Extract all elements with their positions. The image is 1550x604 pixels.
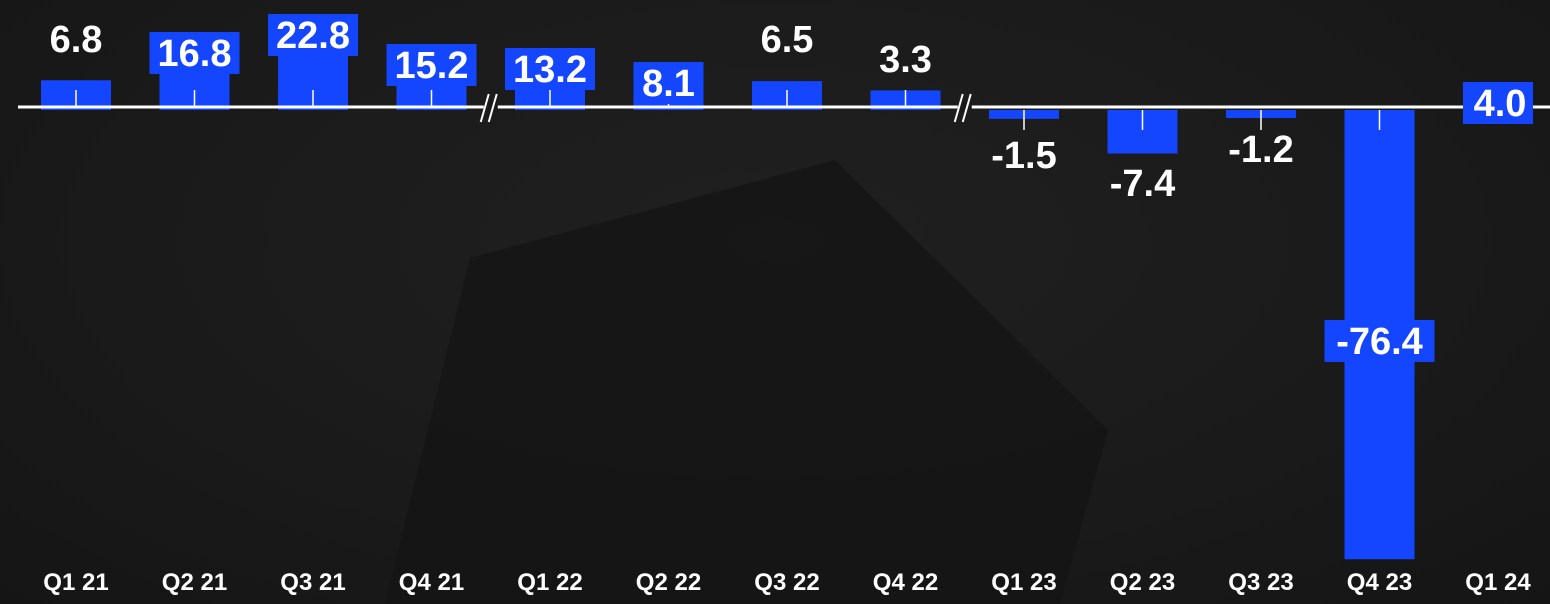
axis-breaks-layer — [479, 93, 972, 123]
value-label-q1-23: -1.5 — [991, 135, 1056, 177]
value-label-q4-22: 3.3 — [879, 39, 932, 81]
value-label-q2-21: 16.8 — [158, 33, 232, 75]
value-label-background — [1324, 320, 1435, 362]
category-label-q4-22: Q4 22 — [873, 569, 938, 596]
value-label-q1-21: 6.8 — [50, 19, 103, 61]
value-label-background — [633, 62, 704, 104]
value-label-q3-23: -1.2 — [1228, 129, 1293, 171]
value-label-background — [149, 32, 240, 74]
category-label-q4-23: Q4 23 — [1347, 569, 1412, 596]
background-pentagon-shape — [385, 160, 1108, 604]
value-label-q3-22: 6.5 — [761, 19, 814, 61]
category-labels-layer: Q1 21 Q2 21 Q3 21 Q4 21 Q1 22 Q2 22 Q3 22 Q4 22… — [43, 569, 1531, 596]
category-label-q3-23: Q3 23 — [1228, 569, 1293, 596]
category-label-q4-21: Q4 21 — [399, 569, 464, 596]
category-label-q1-23: Q1 23 — [991, 569, 1056, 596]
category-label-q2-21: Q2 21 — [162, 569, 227, 596]
value-label-background — [505, 48, 595, 90]
category-label-q3-22: Q3 22 — [754, 569, 819, 596]
value-label-background — [268, 14, 358, 56]
axis-break-marker — [953, 93, 972, 123]
category-label-q3-21: Q3 21 — [280, 569, 345, 596]
value-label-background — [386, 44, 477, 86]
value-label-q2-22: 8.1 — [642, 63, 695, 105]
value-label-q3-21: 22.8 — [276, 15, 350, 57]
value-label-background — [1463, 82, 1533, 124]
value-label-q4-21: 15.2 — [395, 45, 469, 87]
value-label-q1-24: 4.0 — [1474, 83, 1527, 125]
category-label-q2-22: Q2 22 — [636, 569, 701, 596]
category-label-q2-23: Q2 23 — [1110, 569, 1175, 596]
category-label-q1-21: Q1 21 — [43, 569, 108, 596]
category-label-q1-22: Q1 22 — [517, 569, 582, 596]
value-label-q4-23: -76.4 — [1336, 321, 1423, 363]
axis-break-marker — [479, 93, 498, 123]
value-label-q1-22: 13.2 — [513, 49, 587, 91]
value-labels-layer: 6.8 16.8 22.8 15.2 13.2 8.1 6.5 3.3 -1.5 -7.4 -1.2… — [50, 14, 1533, 363]
value-label-q2-23: -7.4 — [1110, 163, 1175, 205]
category-label-q1-24: Q1 24 — [1465, 569, 1531, 596]
